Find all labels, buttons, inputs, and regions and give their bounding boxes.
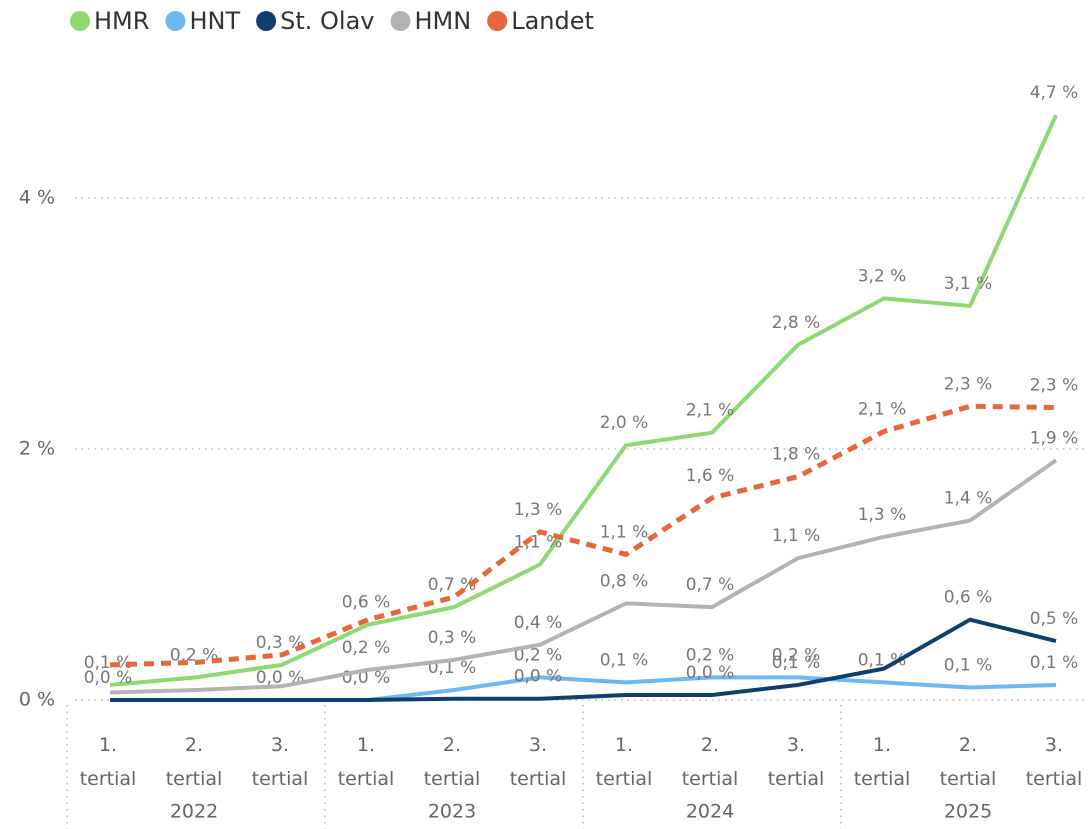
data-label: 0,7 % bbox=[686, 575, 735, 595]
data-label: 1,4 % bbox=[944, 489, 993, 509]
legend-marker bbox=[256, 11, 277, 31]
data-label: 0,1 % bbox=[858, 650, 907, 670]
data-label: 0,1 % bbox=[944, 655, 993, 675]
data-label: 0,0 % bbox=[686, 663, 735, 683]
data-label: 0,6 % bbox=[342, 593, 391, 613]
legend-marker bbox=[487, 11, 508, 31]
data-label: 0,6 % bbox=[944, 588, 993, 608]
data-label: 3,2 % bbox=[858, 266, 907, 286]
x-group-label: 2022 bbox=[170, 801, 218, 823]
data-label: 1,3 % bbox=[514, 500, 563, 520]
legend-label: HNT bbox=[189, 7, 240, 35]
data-label: 2,8 % bbox=[772, 313, 821, 333]
data-label: 0,2 % bbox=[170, 645, 219, 665]
y-tick-label: 4 % bbox=[19, 187, 55, 209]
series-line bbox=[109, 114, 1058, 687]
data-label: 1,3 % bbox=[858, 505, 907, 525]
data-label: 1,6 % bbox=[686, 466, 735, 486]
x-group-label: 2023 bbox=[428, 801, 476, 823]
series-line bbox=[109, 458, 1058, 695]
data-label: 0,8 % bbox=[600, 571, 649, 591]
data-label: 2,1 % bbox=[686, 401, 735, 421]
data-label: 1,9 % bbox=[1030, 428, 1079, 448]
legend-marker bbox=[165, 11, 186, 31]
data-label: 0,3 % bbox=[428, 628, 477, 648]
data-label: 1,1 % bbox=[772, 526, 821, 546]
data-label: 0,4 % bbox=[514, 613, 563, 633]
legend-label: St. Olav bbox=[280, 7, 374, 35]
legend-label: HMN bbox=[414, 7, 471, 35]
data-label: 0,2 % bbox=[514, 645, 563, 665]
x-tick-label: 3. tertial bbox=[768, 734, 825, 790]
x-tick-label: 1. tertial bbox=[80, 734, 137, 790]
data-label: 0,7 % bbox=[428, 575, 477, 595]
x-group-label: 2024 bbox=[686, 801, 734, 823]
legend-label: Landet bbox=[511, 7, 594, 35]
data-label: 2,1 % bbox=[858, 399, 907, 419]
data-label: 0,1 % bbox=[84, 653, 133, 673]
x-tick-label: 1. tertial bbox=[338, 734, 395, 790]
x-tick-label: 3. tertial bbox=[1026, 734, 1083, 790]
data-label: 2,3 % bbox=[944, 374, 993, 394]
x-tick-label: 2. tertial bbox=[940, 734, 997, 790]
x-tick-label: 1. tertial bbox=[596, 734, 653, 790]
x-tick-label: 3. tertial bbox=[252, 734, 309, 790]
data-label: 1,8 % bbox=[772, 445, 821, 465]
data-label: 0,1 % bbox=[1030, 653, 1079, 673]
data-label: 0,2 % bbox=[772, 645, 821, 665]
x-tick-label: 2. tertial bbox=[682, 734, 739, 790]
series-line bbox=[110, 617, 1057, 702]
data-label: 0,3 % bbox=[256, 633, 305, 653]
data-label: 0,2 % bbox=[686, 645, 735, 665]
data-label: 0,0 % bbox=[514, 667, 563, 687]
legend-label: HMR bbox=[94, 7, 149, 35]
data-label: 2,3 % bbox=[1030, 376, 1079, 396]
data-label: 0,2 % bbox=[342, 638, 391, 658]
data-label: 3,1 % bbox=[944, 274, 993, 294]
data-label: 2,0 % bbox=[600, 413, 649, 433]
data-label: 0,1 % bbox=[600, 650, 649, 670]
data-label: 0,5 % bbox=[1030, 609, 1079, 629]
data-label: 0,0 % bbox=[84, 668, 133, 688]
data-label: 0,1 % bbox=[772, 653, 821, 673]
y-tick-label: 2 % bbox=[19, 438, 55, 460]
x-tick-label: 3. tertial bbox=[510, 734, 567, 790]
x-tick-label: 2. tertial bbox=[166, 734, 223, 790]
x-tick-label: 1. tertial bbox=[854, 734, 911, 790]
data-label: 4,7 % bbox=[1030, 83, 1079, 103]
legend-marker bbox=[70, 11, 90, 31]
data-label: 1,1 % bbox=[514, 532, 563, 552]
x-group-label: 2025 bbox=[944, 801, 992, 823]
legend-marker bbox=[390, 11, 411, 31]
y-tick-label: 0 % bbox=[19, 689, 55, 711]
data-label: 1,1 % bbox=[600, 522, 649, 542]
series-line bbox=[109, 403, 1057, 668]
x-tick-label: 2. tertial bbox=[424, 734, 481, 790]
